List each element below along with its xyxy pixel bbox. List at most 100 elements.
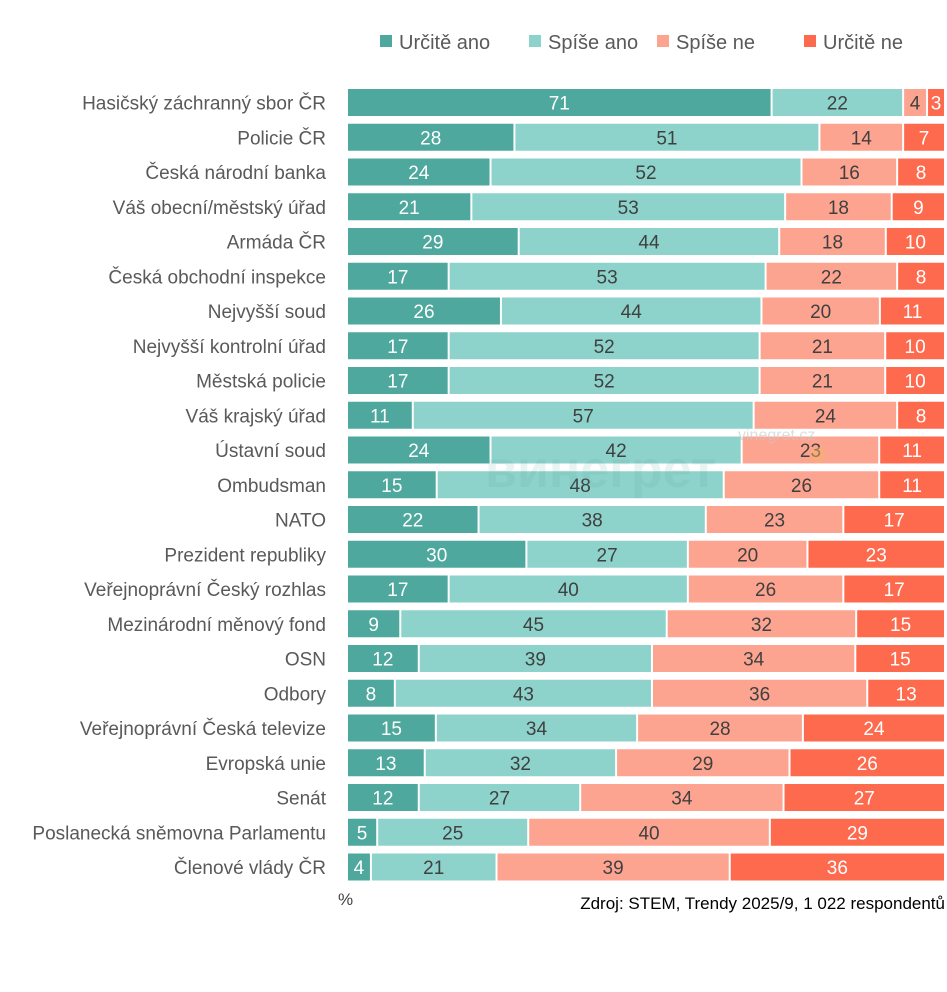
bar-segment-urcite-ne	[886, 332, 944, 360]
data-label: 15	[890, 615, 911, 636]
legend-swatch	[657, 35, 669, 47]
bar-row-osn: 12 39 34 15	[348, 645, 944, 672]
bar-row-nato: 22 38 23 17	[348, 506, 944, 533]
category-label: Ombudsman	[217, 476, 326, 497]
bar-segment-spise-ne	[688, 540, 807, 568]
bar-segment-urcite-ne	[886, 228, 944, 255]
data-label: 39	[603, 858, 624, 879]
bar-segment-spise-ano	[395, 679, 651, 707]
bar-segment-spise-ano	[472, 193, 785, 221]
bar-segment-spise-ano	[772, 89, 903, 116]
category-label: Česká národní banka	[145, 162, 326, 184]
bar-segment-urcite-ano	[348, 401, 412, 429]
data-label: 18	[822, 233, 843, 254]
data-label: 22	[821, 267, 842, 288]
legend-item-spise-ne: Spíše ne	[657, 32, 755, 54]
data-label: 40	[638, 823, 659, 844]
data-label: 20	[737, 545, 758, 566]
data-label: 36	[827, 858, 848, 879]
data-label: 38	[582, 511, 603, 532]
bar-segment-spise-ne	[786, 193, 891, 221]
bar-segment-urcite-ne	[886, 367, 944, 394]
data-label: 24	[408, 441, 430, 462]
data-label: 13	[896, 684, 917, 705]
legend-item-urcite-ne: Určitě ne	[804, 32, 903, 54]
category-label: Policie ČR	[237, 127, 326, 149]
category-label: Městská policie	[196, 372, 326, 393]
bar-segment-spise-ne	[706, 506, 843, 533]
data-label: 51	[656, 128, 677, 149]
bar-row-poslanecka-snemovna-parlamentu: 5 25 40 29	[348, 818, 944, 846]
data-label: 52	[635, 163, 656, 184]
category-label: Ústavní soud	[215, 440, 326, 462]
category-label: Evropská unie	[206, 754, 326, 775]
bar-segment-urcite-ne	[904, 123, 944, 151]
data-label: 25	[442, 823, 463, 844]
data-label: 3	[931, 94, 942, 115]
data-label: 7	[919, 128, 930, 149]
data-label: 22	[827, 94, 848, 115]
data-label: 45	[523, 615, 544, 636]
legend-swatch	[804, 35, 816, 47]
bar-segment-spise-ne	[724, 471, 879, 499]
bar-row-verejnopravni-ceska-televize: 15 34 28 24	[348, 714, 944, 742]
category-label: Senát	[276, 789, 326, 810]
bar-segment-spise-ne	[760, 332, 885, 360]
data-label: 10	[905, 372, 926, 393]
data-label: 4	[354, 858, 365, 879]
data-label: 23	[866, 545, 887, 566]
data-label: 21	[812, 372, 833, 393]
category-label: OSN	[285, 650, 326, 671]
data-label: 8	[366, 684, 377, 705]
legend-item-spise-ano: Spíše ano	[529, 32, 638, 54]
data-label: 16	[839, 163, 860, 184]
data-label: 26	[755, 580, 776, 601]
watermark-dot	[810, 447, 826, 463]
data-label: 26	[791, 476, 812, 497]
bar-segment-spise-ano	[378, 818, 528, 846]
data-label: 18	[828, 198, 849, 219]
bar-segment-spise-ano	[425, 749, 616, 777]
bar-segment-urcite-ano	[348, 297, 500, 325]
bar-row-mezinarodni-menovy-fond: 9 45 32 15	[348, 610, 944, 638]
bar-segment-urcite-ne	[844, 575, 944, 603]
bar-segment-urcite-ano	[348, 749, 424, 777]
bar-segment-spise-ano	[479, 506, 705, 533]
data-label: 21	[423, 858, 444, 879]
data-label: 27	[854, 789, 875, 810]
bar-segment-urcite-ano	[348, 714, 435, 742]
data-label: 40	[558, 580, 579, 601]
category-label: NATO	[275, 511, 326, 532]
bar-row-ombudsman: 15 48 26 11	[348, 471, 944, 499]
bar-row-hasicsky-zachranny-sbor-cr: 71 22 4 3	[348, 89, 944, 116]
data-label: 12	[372, 789, 393, 810]
bar-segment-urcite-ne	[898, 158, 944, 186]
bar-segment-urcite-ne	[880, 297, 944, 325]
data-label: 11	[902, 476, 922, 497]
data-label: 4	[910, 94, 921, 115]
bar-segment-spise-ne	[581, 784, 783, 811]
bar-segment-spise-ano	[419, 645, 651, 672]
category-label: Hasičský záchranný sbor ČR	[82, 93, 326, 115]
watermark-site: vinegret.cz	[738, 427, 815, 444]
data-label: 13	[375, 754, 396, 775]
data-label: 29	[692, 754, 713, 775]
data-label: 32	[751, 615, 772, 636]
bar-segment-spise-ano	[449, 332, 759, 360]
bar-segment-urcite-ne	[856, 645, 944, 672]
data-label: 8	[916, 406, 927, 427]
bar-segment-urcite-ne	[868, 679, 944, 707]
data-label: 10	[905, 337, 926, 358]
bar-segment-spise-ne	[742, 436, 879, 464]
bar-row-armada-cr: 29 44 18 10	[348, 228, 944, 255]
bar-segment-spise-ano	[527, 540, 687, 568]
data-label: 53	[618, 198, 639, 219]
category-label: Mezinárodní měnový fond	[107, 615, 326, 636]
bar-segment-urcite-ano	[348, 262, 448, 290]
bar-segment-urcite-ne	[857, 610, 944, 638]
bar-segment-spise-ano	[449, 367, 759, 394]
legend-label: Spíše ne	[676, 32, 755, 54]
bar-row-policie-cr: 28 51 14 7	[348, 123, 944, 151]
bar-segment-spise-ne	[497, 853, 729, 881]
category-label: Prezident republiky	[164, 545, 326, 566]
